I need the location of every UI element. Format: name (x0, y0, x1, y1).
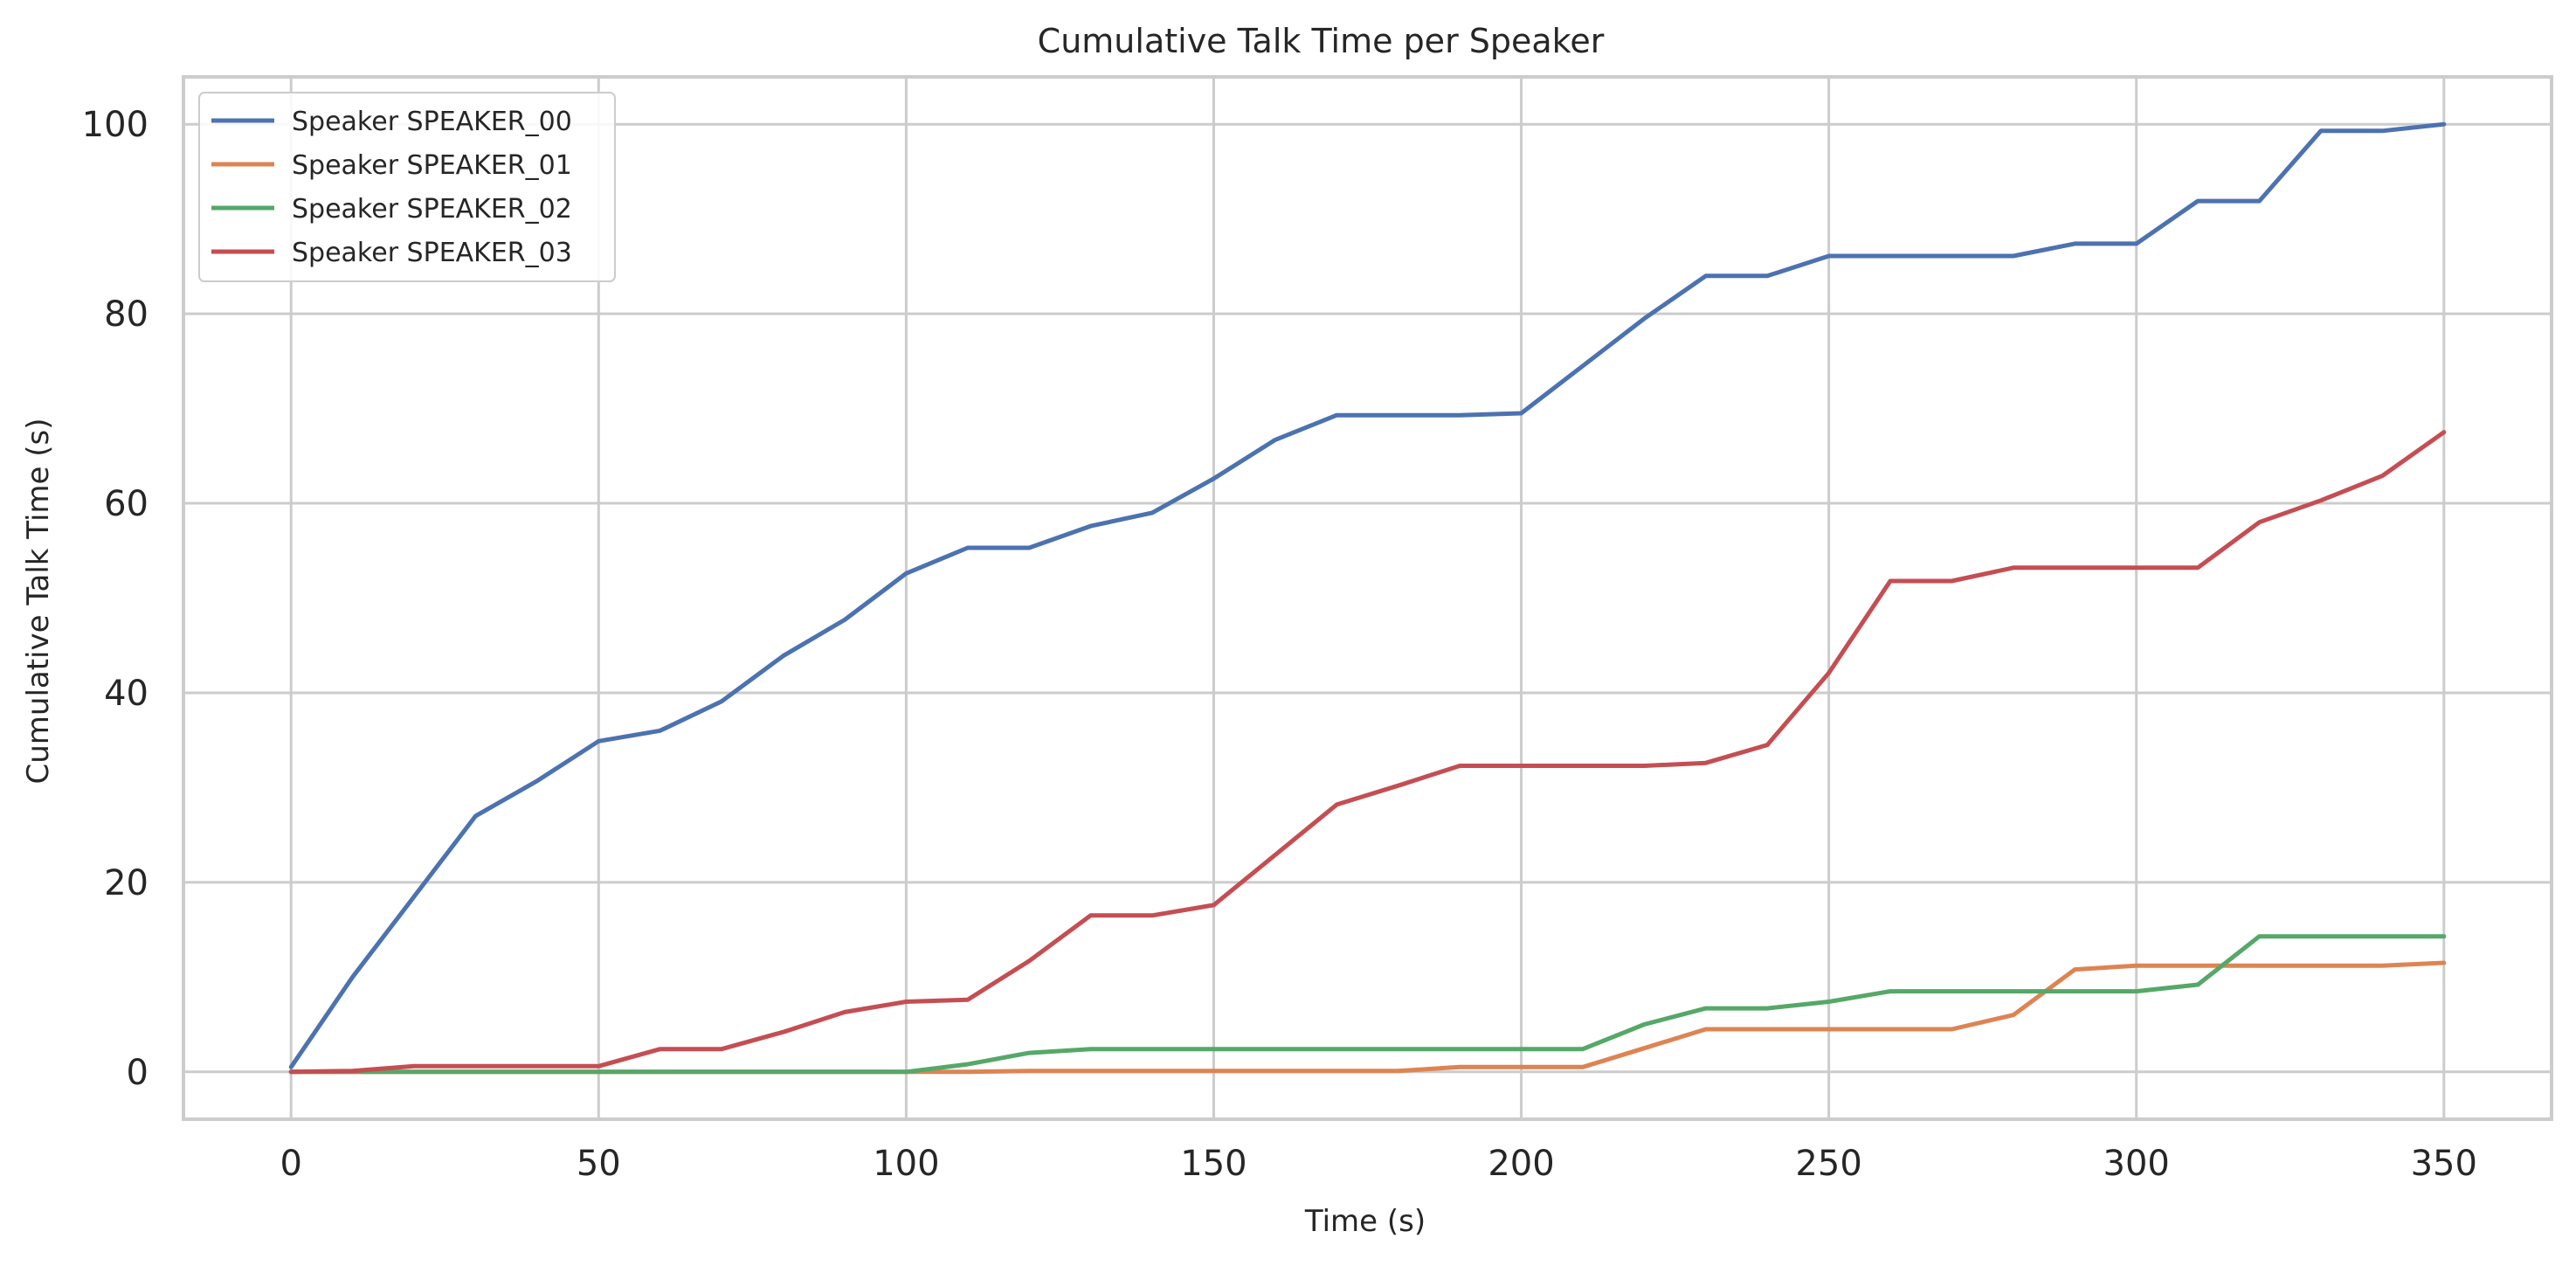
x-tick-label: 0 (280, 1144, 302, 1184)
y-tick-label: 40 (104, 674, 148, 714)
x-tick-label: 100 (873, 1144, 939, 1184)
chart-title: Cumulative Talk Time per Speaker (1038, 22, 1605, 60)
plot-frame (182, 75, 2553, 1121)
series-line-2 (288, 934, 2447, 1075)
series-line-3 (288, 430, 2447, 1075)
legend-item-label: Speaker SPEAKER_00 (292, 107, 572, 137)
y-axis: 0 20 40 60 80 100 (82, 105, 148, 1093)
x-axis-label: Time (s) (1304, 1204, 1426, 1239)
legend-item-label: Speaker SPEAKER_03 (292, 238, 572, 268)
x-tick-label: 350 (2411, 1144, 2477, 1184)
y-tick-label: 20 (104, 863, 148, 903)
x-tick-label: 150 (1180, 1144, 1247, 1184)
x-axis: 0 50 100 150 200 250 300 350 (280, 1144, 2477, 1184)
x-tick-label: 250 (1795, 1144, 1861, 1184)
x-tick-label: 50 (577, 1144, 621, 1184)
legend-item-label: Speaker SPEAKER_01 (292, 150, 572, 181)
x-tick-label: 200 (1488, 1144, 1554, 1184)
series-group (288, 121, 2447, 1075)
x-tick-label: 300 (2103, 1144, 2170, 1184)
y-axis-label: Cumulative Talk Time (s) (21, 418, 56, 784)
y-tick-label: 60 (104, 484, 148, 524)
y-tick-label: 80 (104, 294, 148, 335)
y-tick-label: 0 (127, 1053, 148, 1093)
y-tick-label: 100 (82, 105, 148, 145)
series-line-0 (288, 121, 2447, 1069)
legend: Speaker SPEAKER_00 Speaker SPEAKER_01 Spea… (198, 92, 616, 282)
legend-item-label: Speaker SPEAKER_02 (292, 194, 572, 225)
legend-box (198, 92, 616, 282)
